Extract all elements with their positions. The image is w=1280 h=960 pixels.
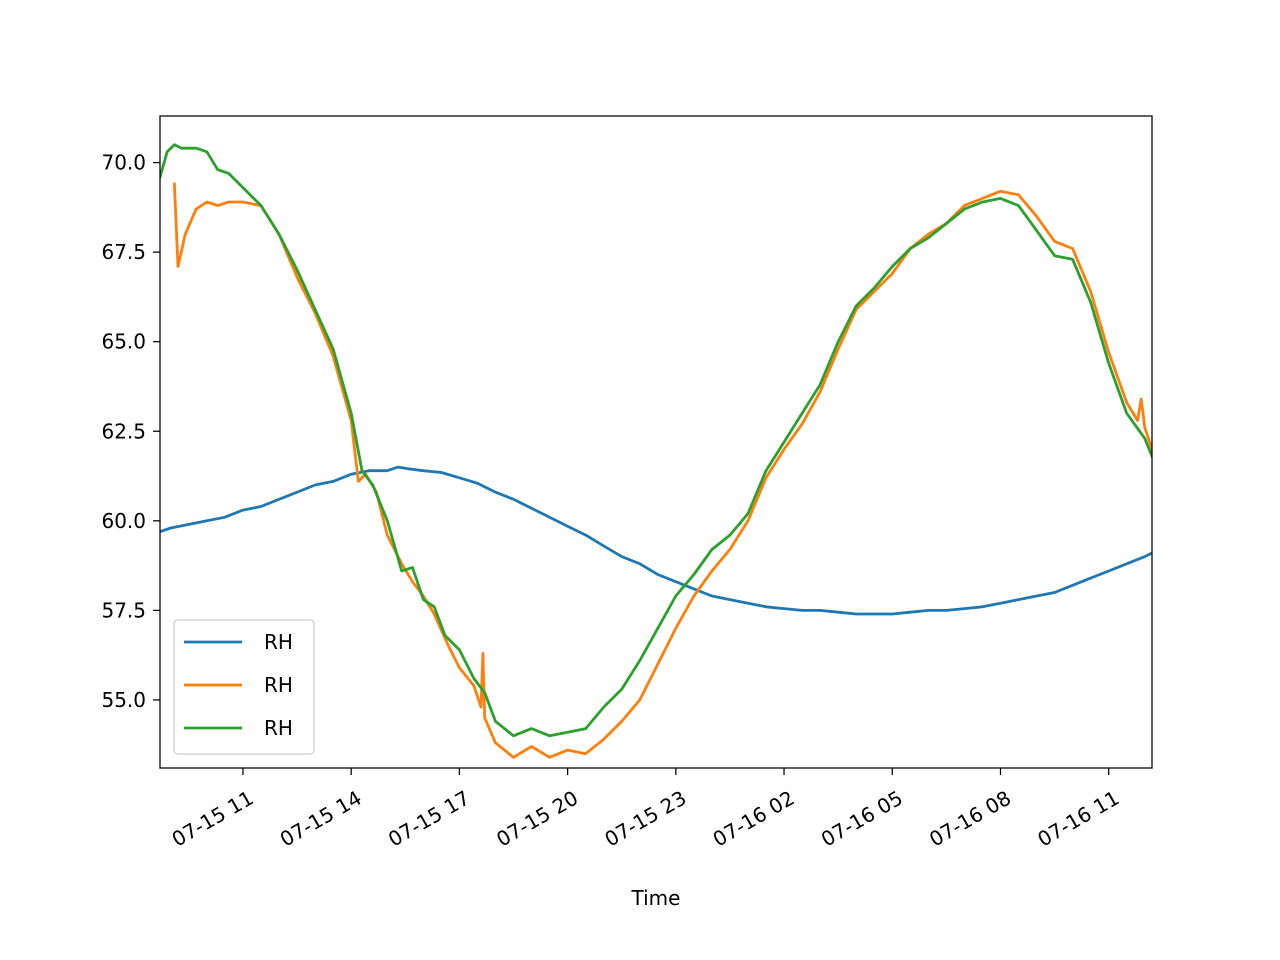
series-line-3 xyxy=(160,143,1152,738)
x-axis-label: Time xyxy=(631,886,681,910)
series-line-1 xyxy=(160,465,1152,616)
plot-frame xyxy=(159,115,1153,769)
y-tick-label: 60.0 xyxy=(101,509,146,533)
legend-label-2: RH xyxy=(264,673,293,697)
series-line-2 xyxy=(172,182,1152,759)
y-tick-label: 65.0 xyxy=(101,330,146,354)
legend: RH RH RH xyxy=(173,619,315,755)
legend-box xyxy=(173,619,315,755)
y-axis: 55.0 57.5 60.0 62.5 65.0 67.5 70.0 xyxy=(101,151,160,712)
y-tick-label: 70.0 xyxy=(101,151,146,175)
y-tick-label: 55.0 xyxy=(101,688,146,712)
series-layer xyxy=(160,143,1152,759)
y-tick-label: 67.5 xyxy=(101,240,146,264)
y-tick-label: 62.5 xyxy=(101,419,146,443)
y-tick-label: 57.5 xyxy=(101,598,146,622)
legend-label-3: RH xyxy=(264,716,293,740)
legend-label-1: RH xyxy=(264,630,293,654)
